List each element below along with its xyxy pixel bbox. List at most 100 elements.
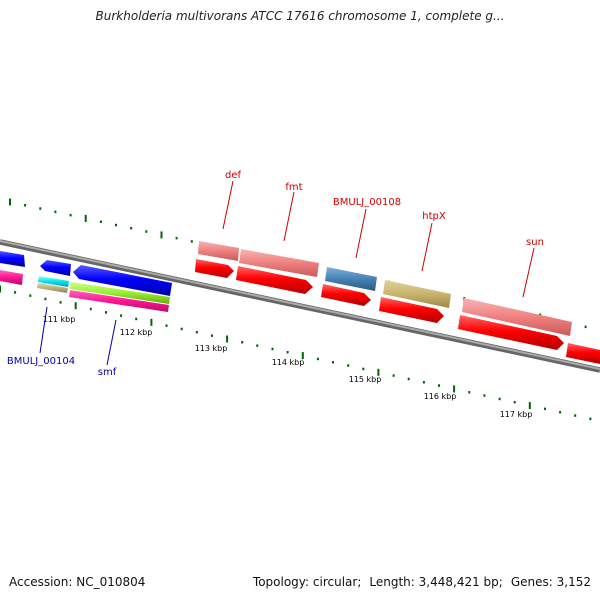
minor-tick <box>256 344 259 347</box>
gene-label-fmt[interactable]: fmt <box>285 182 302 193</box>
major-tick <box>160 231 163 239</box>
minor-tick <box>29 294 32 297</box>
length-label: Length: <box>369 575 415 589</box>
gene-label-BMULJ_00104[interactable]: BMULJ_00104 <box>7 356 75 367</box>
minor-tick <box>589 417 592 421</box>
minor-tick <box>574 414 577 417</box>
minor-tick <box>584 325 587 329</box>
accession-value: NC_010804 <box>76 575 146 589</box>
gene-smf-magenta[interactable] <box>69 290 169 312</box>
minor-tick <box>286 351 289 354</box>
cds-arrow-def[interactable] <box>195 259 234 278</box>
minor-tick <box>120 314 123 317</box>
length-value: 3,448,421 bp <box>418 575 499 589</box>
minor-tick <box>105 311 107 314</box>
minor-tick <box>99 220 102 223</box>
minor-tick <box>14 291 17 294</box>
accession-label: Accession: <box>9 575 73 589</box>
minor-tick <box>115 223 117 227</box>
cds-arrow-left-edge[interactable] <box>0 251 25 267</box>
minor-tick <box>271 347 274 351</box>
gene-label-sun[interactable]: sun <box>526 237 544 248</box>
leader-def <box>222 180 234 230</box>
minor-tick <box>316 357 319 361</box>
minor-tick <box>44 297 47 301</box>
leader-BMULJ_00108 <box>355 208 367 259</box>
cds-arrow-smf[interactable] <box>73 265 172 296</box>
minor-tick <box>39 207 42 210</box>
cds-arrow-next[interactable] <box>566 343 600 364</box>
minor-tick <box>210 334 213 337</box>
minor-tick <box>165 324 168 327</box>
gene-BMULJ_00104-cyan[interactable] <box>38 276 69 287</box>
minor-tick <box>24 204 27 207</box>
minor-tick <box>559 411 562 414</box>
map-title: Burkholderia multivorans ATCC 17616 chro… <box>95 9 505 23</box>
minor-tick <box>195 331 198 334</box>
gene-label-htpX[interactable]: htpX <box>422 211 446 222</box>
minor-tick <box>190 240 193 243</box>
minor-tick <box>544 407 546 411</box>
minor-tick <box>241 341 244 344</box>
minor-tick <box>468 391 471 394</box>
minor-tick <box>347 364 350 367</box>
minor-tick <box>498 397 501 401</box>
minor-tick <box>422 381 425 384</box>
cds-arrow-fmt[interactable] <box>236 266 313 294</box>
scale-label-111: 111 kbp <box>43 315 76 324</box>
scale-label-112: 112 kbp <box>120 328 153 337</box>
topology-value: circular <box>312 575 358 589</box>
scale-label-117: 117 kbp <box>500 410 533 419</box>
gene-sun[interactable] <box>462 298 572 336</box>
cds-arrow-htpX[interactable] <box>379 297 444 323</box>
scale-label-116: 116 kbp <box>424 392 457 401</box>
gene-left-edge-band[interactable] <box>0 270 23 285</box>
gene-label-smf[interactable]: smf <box>98 367 117 378</box>
gene-label-def[interactable]: def <box>225 170 242 181</box>
major-tick <box>150 318 153 326</box>
cds-arrow-BMULJ_00108[interactable] <box>321 284 371 306</box>
leader-smf <box>106 319 117 366</box>
major-tick <box>0 285 1 293</box>
major-tick <box>528 402 531 410</box>
gene-BMULJ_00108[interactable] <box>325 267 377 291</box>
gene-fmt[interactable] <box>239 249 319 277</box>
gene-htpX[interactable] <box>383 280 451 308</box>
scale-label-114: 114 kbp <box>272 358 305 367</box>
footer-accession: Accession: NC_010804 <box>9 575 145 589</box>
lower-tick-track <box>0 285 592 421</box>
minor-tick <box>392 374 395 377</box>
major-tick <box>377 368 380 376</box>
minor-tick <box>59 301 62 304</box>
gene-BMULJ_00104-tan[interactable] <box>37 283 68 293</box>
cds-arrow-sun[interactable] <box>458 315 564 350</box>
leader-htpX <box>421 222 433 272</box>
minor-tick <box>145 230 148 233</box>
cds-arrow-BMULJ_00104[interactable] <box>40 260 71 276</box>
minor-tick <box>135 317 138 321</box>
genome-backbone-highlight <box>0 240 600 370</box>
scale-label-113: 113 kbp <box>195 344 228 353</box>
minor-tick <box>69 213 72 217</box>
genes-label: Genes: <box>510 575 553 589</box>
major-tick <box>301 352 304 360</box>
topology-label: Topology: <box>252 575 310 589</box>
minor-tick <box>513 401 516 404</box>
gene-def[interactable] <box>198 241 239 261</box>
leader-BMULJ_00104 <box>39 306 48 354</box>
major-tick <box>84 214 87 222</box>
major-tick <box>74 302 77 310</box>
gene-smf-lime[interactable] <box>70 282 170 304</box>
gene-label-BMULJ_00108[interactable]: BMULJ_00108 <box>333 197 401 208</box>
major-tick <box>9 198 11 206</box>
minor-tick <box>130 227 133 230</box>
minor-tick <box>407 377 410 381</box>
minor-tick <box>362 367 365 371</box>
major-tick <box>226 335 229 343</box>
minor-tick <box>438 384 440 387</box>
leader-sun <box>522 247 535 298</box>
minor-tick <box>54 210 57 214</box>
leader-fmt <box>283 191 295 242</box>
minor-tick <box>180 327 183 331</box>
